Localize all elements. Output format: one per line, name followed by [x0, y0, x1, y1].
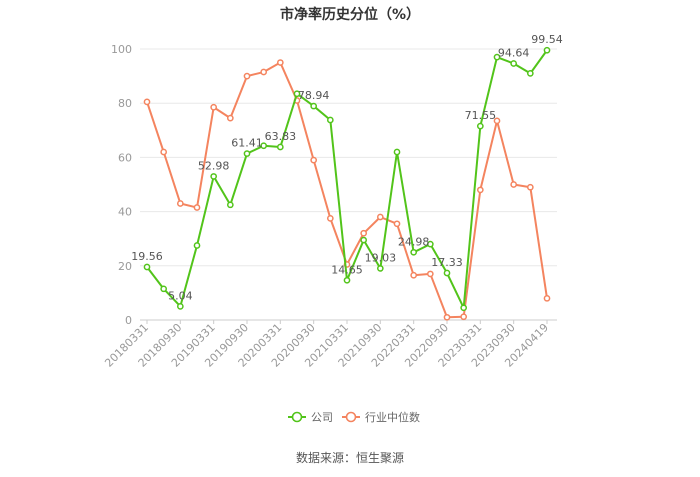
data-point [426, 240, 434, 248]
data-point [260, 142, 268, 150]
data-label: 19.03 [365, 251, 397, 264]
data-point [160, 148, 168, 156]
y-tick-label: 60 [118, 151, 132, 164]
data-point [243, 72, 251, 80]
y-axis: 0 20 40 60 80 100 [111, 43, 132, 327]
series-layer [143, 46, 551, 321]
y-tick-label: 0 [125, 314, 132, 327]
legend-item-1: 行业中位数 [342, 410, 420, 424]
data-point [460, 313, 468, 321]
legend: 公司 行业中位数 [288, 410, 420, 424]
data-point [443, 313, 451, 321]
legend-label: 公司 [311, 411, 333, 424]
data-point [193, 204, 201, 211]
x-axis: 2018033120180930201903312019093020200331… [102, 319, 557, 370]
data-label: 71.55 [465, 109, 497, 122]
data-label: 61.41 [231, 137, 263, 150]
data-point [310, 102, 318, 110]
data-point [493, 117, 501, 125]
data-point [360, 229, 368, 237]
data-point [393, 220, 401, 228]
data-point [326, 116, 334, 124]
data-point [143, 263, 151, 271]
y-tick-label: 40 [118, 206, 132, 219]
data-point [443, 269, 451, 277]
data-point [376, 265, 384, 272]
data-point [493, 53, 501, 61]
data-point [293, 90, 301, 98]
data-point [526, 70, 534, 77]
data-label: 78.94 [298, 89, 330, 102]
data-point [143, 98, 151, 106]
data-point [243, 150, 251, 157]
data-point [193, 242, 201, 249]
data-point [276, 59, 284, 66]
source-note: 数据来源：恒生聚源 [296, 450, 404, 465]
legend-swatch-marker [291, 411, 303, 423]
data-point [210, 173, 218, 180]
data-label: 14.65 [331, 263, 363, 276]
legend-item-0: 公司 [288, 411, 333, 424]
data-point [326, 215, 334, 222]
data-point [176, 200, 184, 207]
data-point [226, 201, 234, 209]
data-point [410, 271, 418, 279]
data-point [426, 270, 434, 278]
data-point [476, 186, 484, 194]
data-label: 52.98 [198, 159, 230, 172]
data-point [160, 285, 168, 293]
chart-title: 市净率历史分位（%） [280, 6, 420, 23]
y-tick-label: 20 [118, 260, 132, 273]
data-label: 94.64 [498, 47, 530, 60]
data-point [543, 294, 551, 302]
data-label: 24.98 [398, 235, 430, 248]
y-tick-label: 100 [111, 43, 132, 56]
data-point [226, 114, 234, 122]
legend-label: 行业中位数 [365, 410, 420, 424]
legend-swatch-marker [345, 411, 357, 423]
data-point [176, 302, 184, 310]
data-point [276, 143, 284, 151]
data-point [343, 276, 351, 284]
data-point [310, 156, 318, 164]
data-label: 5.04 [168, 289, 193, 302]
data-point [210, 103, 218, 111]
data-label: 19.56 [131, 250, 163, 263]
data-point [393, 148, 401, 156]
data-point [460, 304, 468, 312]
data-point [510, 181, 518, 188]
data-point [376, 213, 384, 221]
data-point [543, 46, 551, 54]
y-tick-label: 80 [118, 97, 132, 110]
data-label: 63.83 [265, 130, 297, 143]
data-point [410, 248, 418, 256]
data-point [260, 68, 268, 76]
data-label: 17.33 [431, 256, 463, 269]
data-point [360, 236, 368, 244]
data-label: 99.54 [531, 33, 563, 46]
data-point [476, 122, 484, 130]
data-point [526, 183, 534, 191]
data-point [510, 60, 518, 67]
